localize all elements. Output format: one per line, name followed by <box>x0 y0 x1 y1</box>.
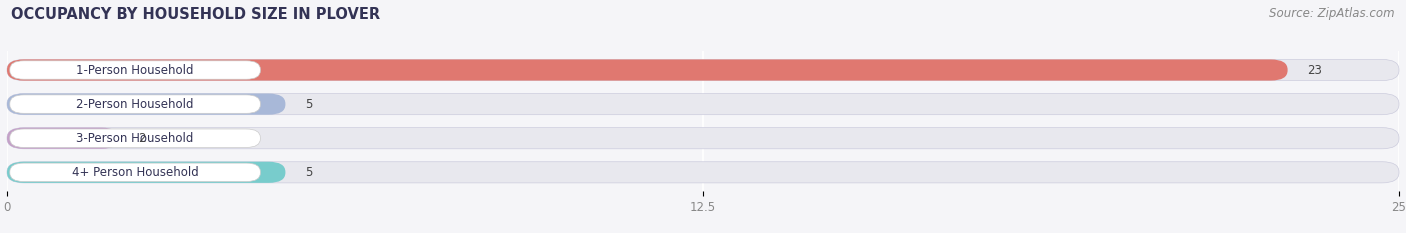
FancyBboxPatch shape <box>7 93 1399 115</box>
Text: 1-Person Household: 1-Person Household <box>76 64 194 76</box>
Text: 2: 2 <box>138 132 145 145</box>
Text: 3-Person Household: 3-Person Household <box>76 132 194 145</box>
Text: 5: 5 <box>305 98 312 111</box>
FancyBboxPatch shape <box>7 162 1399 183</box>
FancyBboxPatch shape <box>7 128 118 149</box>
FancyBboxPatch shape <box>7 128 1399 149</box>
FancyBboxPatch shape <box>10 61 260 79</box>
Text: 2-Person Household: 2-Person Household <box>76 98 194 111</box>
Text: 5: 5 <box>305 166 312 179</box>
Text: 23: 23 <box>1308 64 1322 76</box>
Text: OCCUPANCY BY HOUSEHOLD SIZE IN PLOVER: OCCUPANCY BY HOUSEHOLD SIZE IN PLOVER <box>11 7 381 22</box>
Text: 4+ Person Household: 4+ Person Household <box>72 166 198 179</box>
FancyBboxPatch shape <box>7 162 285 183</box>
FancyBboxPatch shape <box>7 59 1399 81</box>
Text: Source: ZipAtlas.com: Source: ZipAtlas.com <box>1270 7 1395 20</box>
FancyBboxPatch shape <box>10 95 260 113</box>
FancyBboxPatch shape <box>10 163 260 182</box>
FancyBboxPatch shape <box>10 129 260 147</box>
FancyBboxPatch shape <box>7 59 1288 81</box>
FancyBboxPatch shape <box>7 93 285 115</box>
